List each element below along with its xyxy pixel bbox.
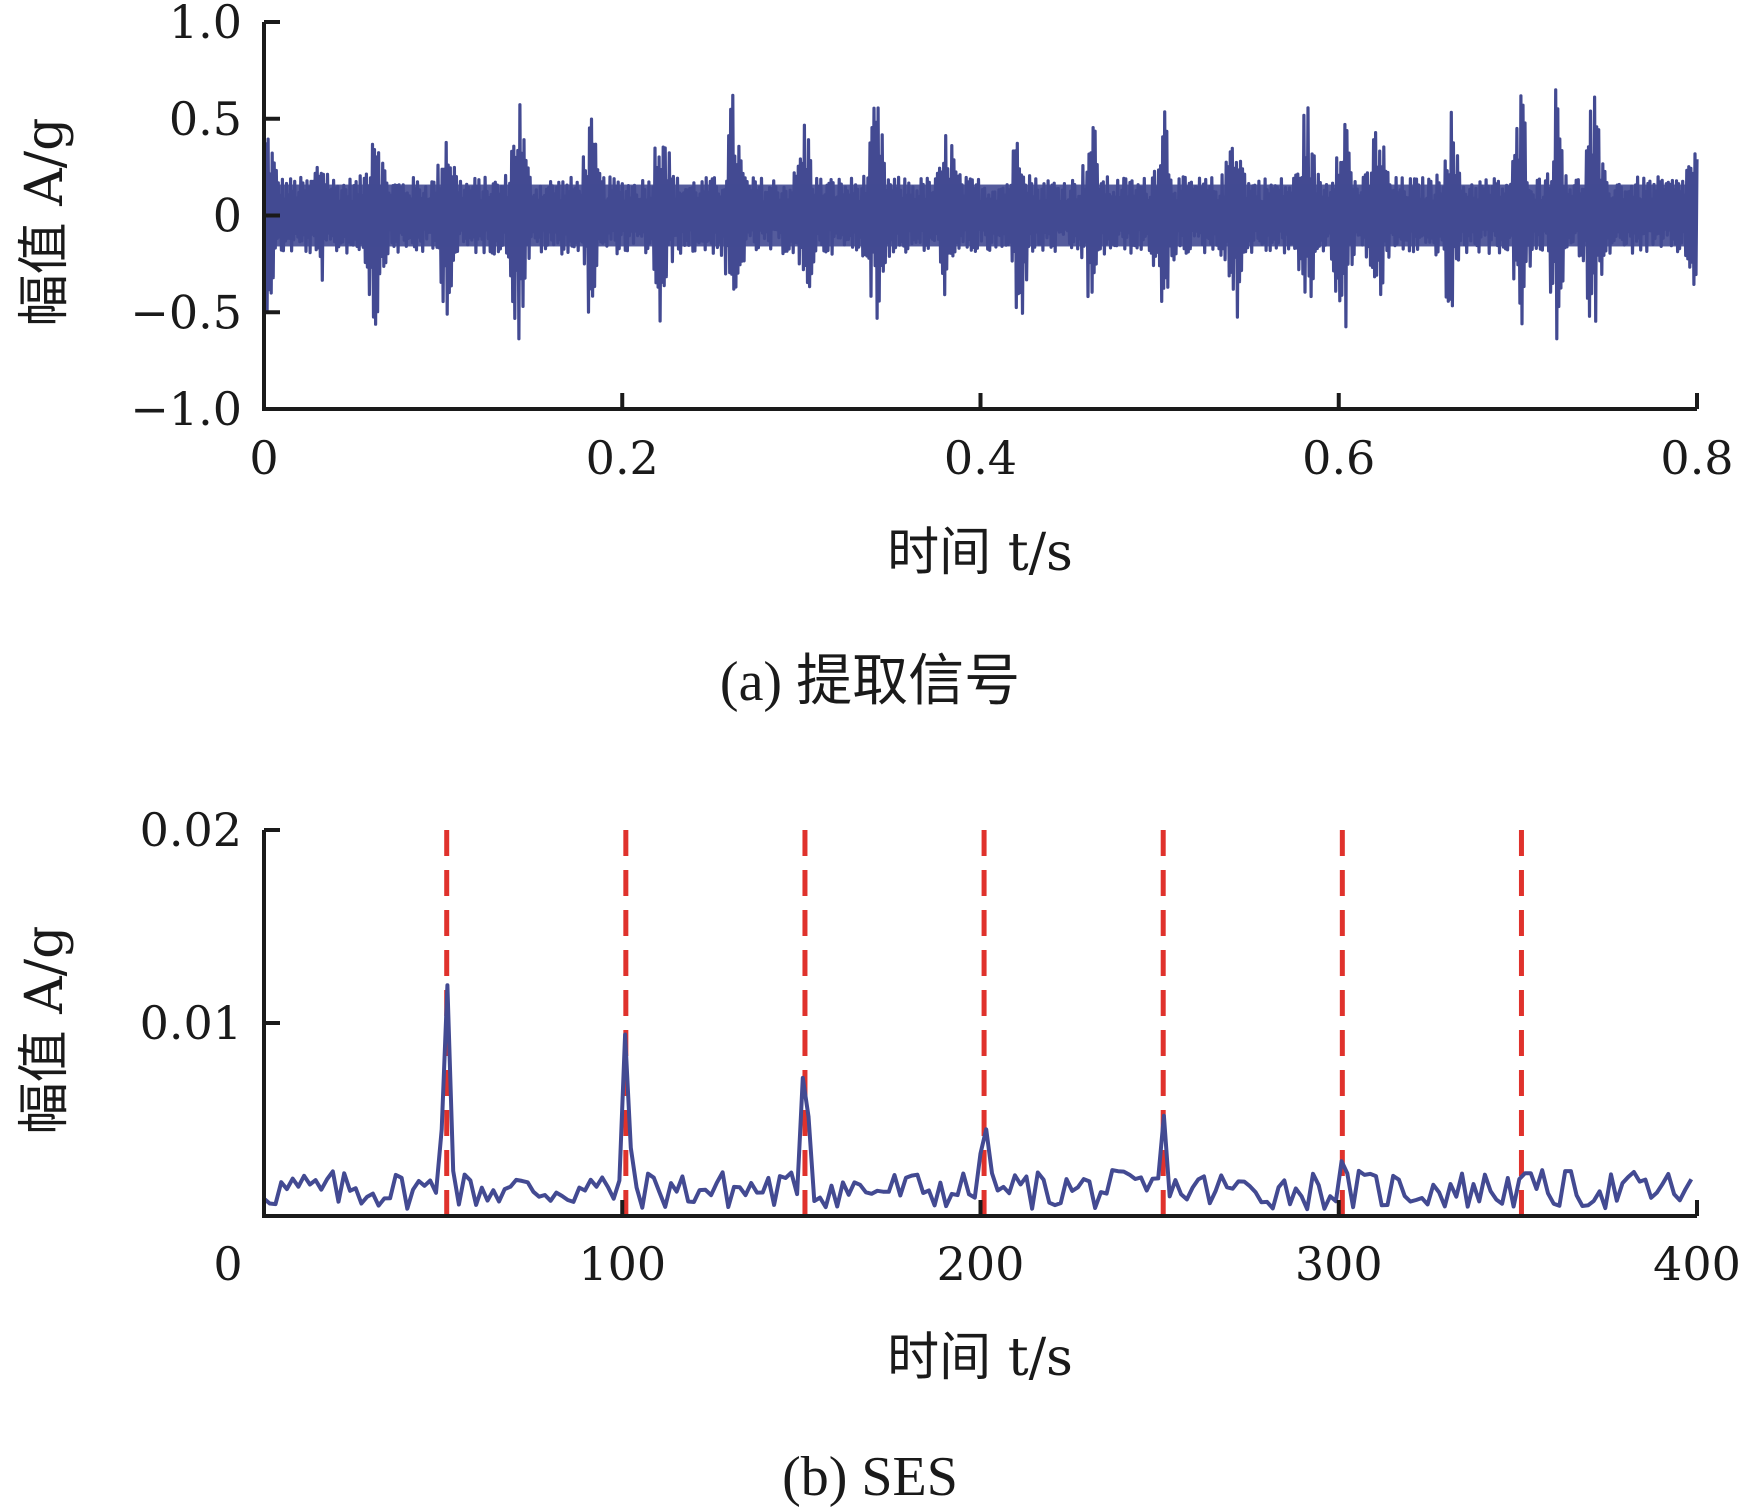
y-tick-label: 0.5	[169, 92, 242, 146]
signal-band	[264, 184, 1697, 247]
x-ticks: 0 100 200 300 400	[213, 1200, 1740, 1291]
x-axis-label: 时间 t/s	[887, 523, 1073, 583]
y-tick-label: 0.02	[140, 803, 242, 857]
spectrum-line	[262, 983, 1694, 1212]
x-tick-label: 0.4	[944, 431, 1017, 485]
y-ticks: 1.0 0.5 0 −0.5 −1.0	[130, 0, 280, 436]
x-tick-label: 200	[937, 1237, 1025, 1291]
x-tick-label: 400	[1653, 1237, 1740, 1291]
y-axis-label: 幅值 A/g	[15, 118, 75, 327]
chart-a: 1.0 0.5 0 −0.5 −1.0 0 0.2 0.4 0.6 0.8 幅值 A/g 时间 …	[15, 0, 1734, 713]
y-tick-label: 0	[213, 189, 242, 243]
x-tick-label: 100	[578, 1237, 666, 1291]
chart-b: 0.02 0.01 0 100 200 300 400 幅值 A/g 时间 t/s (b)…	[15, 803, 1740, 1508]
x-ticks: 0 0.2 0.4 0.6 0.8	[249, 393, 1734, 485]
y-tick-label: −1.0	[130, 382, 242, 436]
y-tick-label: 0.01	[140, 996, 242, 1050]
x-tick-label: 0.2	[586, 431, 659, 485]
x-tick-label: 0	[213, 1237, 242, 1291]
y-ticks: 0.02 0.01	[140, 803, 280, 1050]
reference-lines	[444, 830, 1524, 1216]
caption-a: (a) 提取信号	[720, 651, 1020, 713]
x-tick-label: 0.8	[1660, 431, 1733, 485]
y-tick-label: 1.0	[169, 0, 242, 49]
y-axis-label: 幅值 A/g	[15, 926, 75, 1135]
x-tick-label: 0.6	[1302, 431, 1375, 485]
x-tick-label: 300	[1295, 1237, 1383, 1291]
signal-line	[262, 88, 1699, 341]
x-tick-label: 0	[249, 431, 278, 485]
caption-b: (b) SES	[782, 1446, 958, 1508]
x-axis-label: 时间 t/s	[887, 1328, 1073, 1388]
y-tick-label: −0.5	[130, 285, 242, 339]
